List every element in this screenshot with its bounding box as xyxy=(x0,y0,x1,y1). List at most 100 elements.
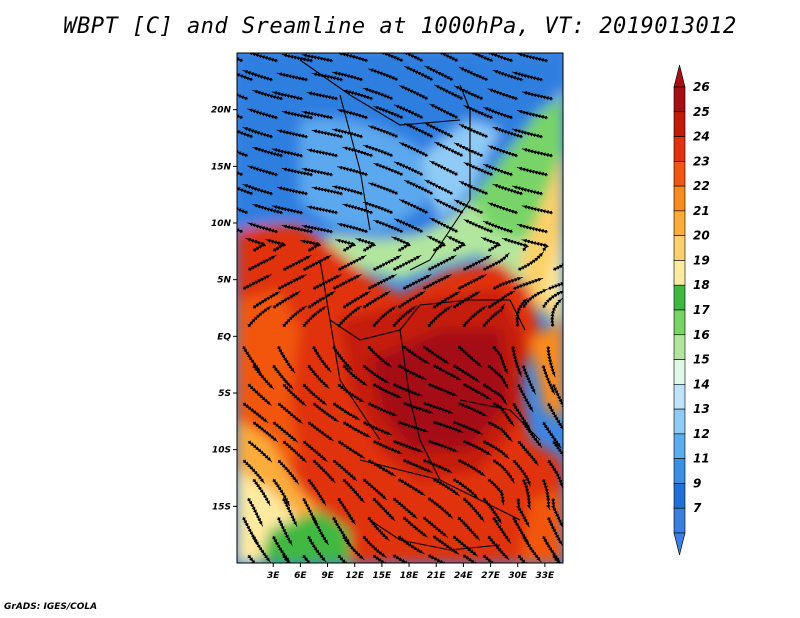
colorbar-swatch xyxy=(673,235,686,261)
streamline xyxy=(301,167,334,177)
wbpt-shaded-field xyxy=(237,53,563,563)
streamline xyxy=(429,103,459,120)
streamline xyxy=(393,104,424,120)
streamline xyxy=(521,364,536,395)
streamline xyxy=(457,401,488,417)
streamline xyxy=(362,201,394,215)
colorbar-swatch xyxy=(673,433,686,459)
streamline xyxy=(427,497,453,519)
streamline xyxy=(515,297,528,328)
streamline xyxy=(392,382,423,397)
streamline xyxy=(521,148,554,158)
streamline xyxy=(247,108,279,120)
streamline xyxy=(302,254,332,272)
streamline xyxy=(452,477,479,499)
streamline xyxy=(392,553,421,563)
colorbar-top-arrow xyxy=(673,64,686,88)
colorbar-swatch xyxy=(673,408,686,435)
streamline xyxy=(484,53,514,63)
streamline xyxy=(362,291,391,309)
streamline xyxy=(337,165,369,177)
streamline xyxy=(487,88,519,101)
streamline xyxy=(397,477,426,497)
colorbar-label: 15 xyxy=(693,353,710,367)
streamline xyxy=(547,277,563,291)
lat-tick-label: 5S xyxy=(218,389,231,399)
streamline xyxy=(367,401,398,417)
colorbar-swatch xyxy=(673,483,686,509)
streamline xyxy=(271,205,304,215)
colorbar-label: 20 xyxy=(693,229,710,243)
lat-tick-label: 10N xyxy=(211,219,232,229)
streamline xyxy=(397,363,427,381)
streamline xyxy=(337,554,362,563)
streamline xyxy=(511,185,544,196)
streamline xyxy=(511,345,522,377)
streamline xyxy=(362,87,394,101)
colorbar-swatch xyxy=(673,260,686,286)
streamline xyxy=(367,68,399,82)
colorbar-swatch xyxy=(673,384,686,410)
streamline xyxy=(550,297,563,328)
streamline xyxy=(492,459,515,484)
streamline xyxy=(247,222,279,234)
streamline xyxy=(482,252,510,272)
streamline xyxy=(521,205,554,215)
streamline xyxy=(362,478,388,501)
streamline xyxy=(342,478,365,503)
streamline xyxy=(517,554,540,563)
streamline xyxy=(422,516,448,538)
streamline xyxy=(487,478,505,506)
streamline xyxy=(242,402,269,424)
streamline xyxy=(311,516,329,546)
streamline xyxy=(237,144,249,158)
streamline xyxy=(242,126,274,139)
streamline xyxy=(392,305,418,328)
streamline xyxy=(547,459,563,489)
streamline xyxy=(487,145,519,158)
streamline xyxy=(372,497,396,522)
streamline xyxy=(306,148,339,158)
streamline xyxy=(367,345,393,368)
streamline xyxy=(516,166,549,177)
streamline xyxy=(362,144,394,158)
streamline xyxy=(429,160,459,177)
streamline xyxy=(277,402,303,424)
streamline xyxy=(453,142,484,158)
streamline xyxy=(452,363,481,383)
colorbar-label: 14 xyxy=(693,377,710,391)
colorbar-label: 11 xyxy=(693,452,710,466)
streamline xyxy=(337,254,367,272)
streamline xyxy=(482,106,514,120)
streamline xyxy=(367,125,399,139)
streamline xyxy=(552,554,563,563)
streamline xyxy=(393,161,424,177)
streamline xyxy=(247,165,279,177)
streamline xyxy=(265,238,287,253)
streamline xyxy=(337,383,365,403)
streamline xyxy=(302,440,328,463)
colorbar-swatch xyxy=(673,111,686,137)
streamline xyxy=(480,236,502,253)
streamline xyxy=(424,122,454,139)
streamline xyxy=(422,274,452,291)
streamline xyxy=(281,497,298,527)
streamline xyxy=(452,291,481,309)
streamline xyxy=(355,238,377,253)
streamline xyxy=(516,109,549,120)
streamline xyxy=(482,220,514,234)
streamline xyxy=(516,383,534,413)
streamline xyxy=(337,440,366,459)
streamline xyxy=(337,497,356,525)
colorbar-swatch xyxy=(673,334,686,360)
lon-tick-label: 33E xyxy=(536,571,556,581)
colorbar-swatch xyxy=(673,507,686,534)
streamline xyxy=(521,91,554,101)
colorbar-swatch xyxy=(673,136,686,162)
streamline xyxy=(512,277,544,291)
streamline xyxy=(271,148,304,158)
streamline xyxy=(391,236,412,253)
colorbar-label: 9 xyxy=(693,476,701,490)
streamline xyxy=(516,223,549,234)
streamline xyxy=(398,199,429,215)
